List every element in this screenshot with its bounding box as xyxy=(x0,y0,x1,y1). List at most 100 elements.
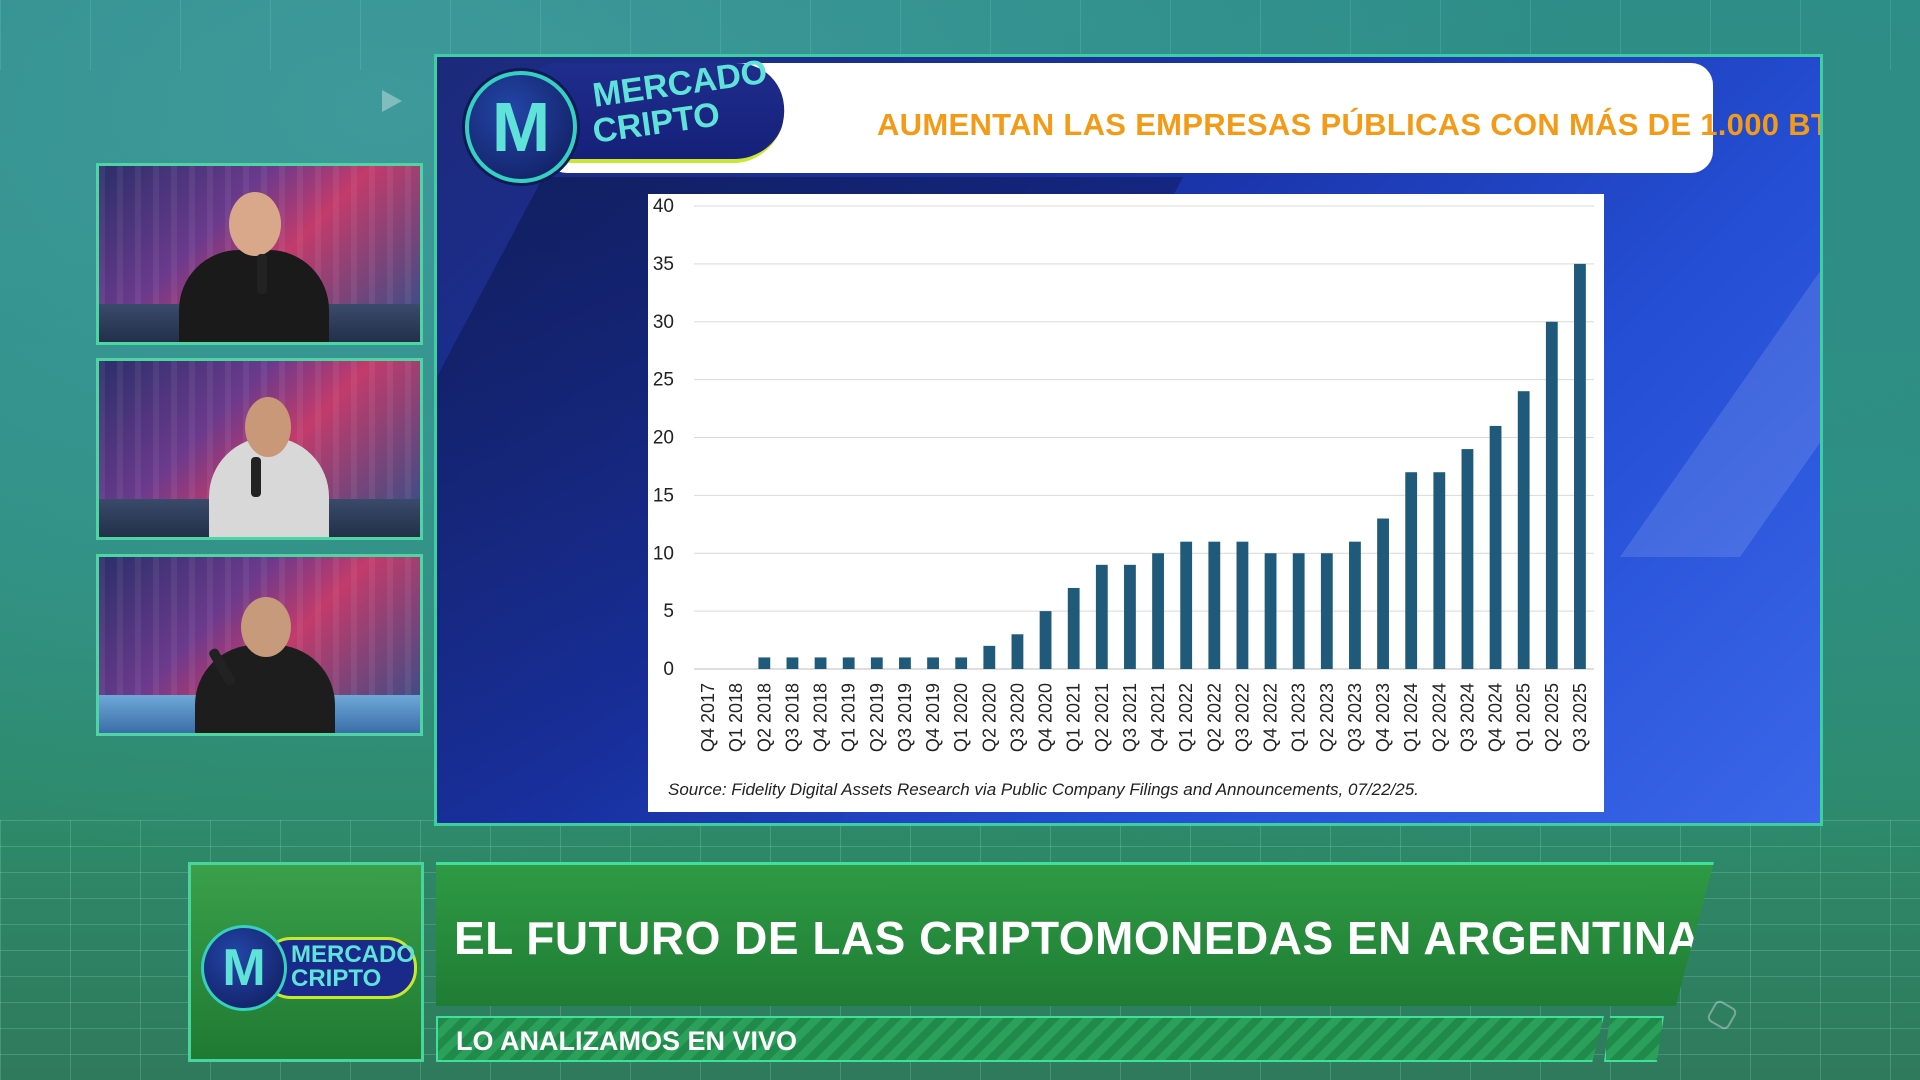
bar xyxy=(1180,541,1193,669)
bar xyxy=(1320,553,1333,669)
x-tick-label: Q1 2024 xyxy=(1401,683,1421,752)
chart-source: Source: Fidelity Digital Assets Research… xyxy=(668,780,1419,799)
subline-text: LO ANALIZAMOS EN VIVO xyxy=(456,1026,798,1056)
bar xyxy=(927,657,939,669)
x-tick-label: Q1 2023 xyxy=(1289,683,1309,752)
bar-chart: 0 5 10 15 20 25 30 35 40 Q4 2017 Q1 2018 Q2 2018 Q3 … xyxy=(648,194,1604,812)
bar xyxy=(758,657,771,669)
headline-bar: EL FUTURO DE LAS CRIPTOMONEDAS EN ARGENT… xyxy=(436,862,1714,1006)
bar xyxy=(1292,553,1305,669)
bar xyxy=(1011,634,1024,669)
x-tick-label: Q4 2022 xyxy=(1261,683,1281,752)
camera-tile-2 xyxy=(96,358,423,540)
x-tick-label: Q4 2019 xyxy=(923,683,943,752)
bar xyxy=(1405,472,1418,669)
host-head xyxy=(241,597,291,657)
x-tick-label: Q2 2021 xyxy=(1092,683,1112,752)
headline-text: EL FUTURO DE LAS CRIPTOMONEDAS EN ARGENT… xyxy=(454,912,1702,964)
x-tick-label: Q2 2023 xyxy=(1317,683,1337,752)
play-icon xyxy=(382,90,402,112)
bar xyxy=(1545,321,1558,669)
bar xyxy=(1574,263,1586,669)
subline-bar-tail xyxy=(1604,1016,1664,1062)
x-tick-label: Q2 2020 xyxy=(979,683,999,752)
bar xyxy=(1152,553,1164,669)
y-tick-label: 15 xyxy=(653,485,674,506)
x-tick-label: Q2 2022 xyxy=(1204,683,1224,752)
bar xyxy=(1124,564,1136,669)
brand-pill xyxy=(261,937,417,999)
x-tick-label: Q1 2022 xyxy=(1176,683,1196,752)
bar xyxy=(1349,541,1361,669)
bar xyxy=(1095,564,1108,669)
slide-title: AUMENTAN LAS EMPRESAS PÚBLICAS CON MÁS D… xyxy=(877,107,1823,142)
y-tick-label: 30 xyxy=(653,312,674,333)
bar xyxy=(870,657,883,669)
camera-tile-1 xyxy=(96,163,423,345)
x-tick-label: Q2 2018 xyxy=(754,683,774,752)
brand-name-line2: CRIPTO xyxy=(291,965,382,992)
y-tick-label: 25 xyxy=(653,370,674,391)
x-tick-label: Q4 2018 xyxy=(811,683,831,752)
bar xyxy=(1236,541,1249,669)
slide-decor-stripe xyxy=(1619,157,1820,557)
bar xyxy=(1377,518,1389,669)
x-tick-label: Q4 2024 xyxy=(1486,683,1506,752)
bar xyxy=(983,645,996,669)
brand-name-line1: MERCADO xyxy=(291,941,415,968)
bar xyxy=(1517,391,1530,669)
bar xyxy=(1461,449,1474,669)
mercado-cripto-brand: M MERCADO CRIPTO xyxy=(465,57,815,187)
x-tick-label: Q1 2019 xyxy=(839,683,859,752)
y-tick-label: 35 xyxy=(653,254,674,275)
host-person xyxy=(179,250,329,342)
bar xyxy=(1067,587,1080,669)
x-tick-label: Q1 2020 xyxy=(951,683,971,752)
x-tick-label: Q3 2025 xyxy=(1570,683,1590,752)
y-tick-label: 5 xyxy=(663,601,674,622)
subline-bar: LO ANALIZAMOS EN VIVO xyxy=(436,1016,1604,1062)
presentation-slide: AUMENTAN LAS EMPRESAS PÚBLICAS CON MÁS D… xyxy=(434,54,1823,826)
mercado-cripto-logo: M xyxy=(465,71,577,183)
x-tick-label: Q3 2022 xyxy=(1232,683,1252,752)
bar xyxy=(1433,472,1446,669)
y-tick-label: 20 xyxy=(653,428,674,449)
x-tick-label: Q1 2025 xyxy=(1514,683,1534,752)
x-tick-label: Q3 2018 xyxy=(782,683,802,752)
bar xyxy=(1039,611,1052,669)
microphone-icon xyxy=(257,254,267,294)
bar xyxy=(1489,425,1502,669)
x-tick-label: Q4 2023 xyxy=(1373,683,1393,752)
microphone-icon xyxy=(251,457,261,497)
x-tick-label: Q3 2021 xyxy=(1120,683,1140,752)
x-tick-label: Q4 2021 xyxy=(1148,683,1168,752)
x-tick-label: Q2 2019 xyxy=(867,683,887,752)
x-tick-label: Q3 2019 xyxy=(895,683,915,752)
host-head xyxy=(229,192,281,256)
y-tick-label: 40 xyxy=(653,196,674,217)
bar xyxy=(955,657,968,669)
chart-svg: 0 5 10 15 20 25 30 35 40 Q4 2017 Q1 2018 Q2 2018 Q3 … xyxy=(653,196,1594,752)
bar xyxy=(1208,541,1221,669)
x-tick-label: Q2 2025 xyxy=(1542,683,1562,752)
x-tick-label: Q4 2020 xyxy=(1036,683,1056,752)
bar xyxy=(842,657,855,669)
mercado-cripto-logo: M xyxy=(201,925,287,1011)
x-tick-label: Q3 2020 xyxy=(1007,683,1027,752)
camera-tile-3 xyxy=(96,554,423,736)
y-tick-label: 10 xyxy=(653,543,674,564)
bar xyxy=(1264,553,1277,669)
x-tick-label: Q3 2024 xyxy=(1457,683,1477,752)
x-tick-label: Q3 2023 xyxy=(1345,683,1365,752)
host-head xyxy=(245,397,291,457)
mercado-cripto-brand: M MERCADO CRIPTO xyxy=(201,923,419,1013)
y-tick-label: 0 xyxy=(663,659,674,680)
x-tick-label: Q2 2024 xyxy=(1429,683,1449,752)
x-tick-label: Q1 2021 xyxy=(1064,683,1084,752)
lower-third-logo-box: M MERCADO CRIPTO xyxy=(188,862,424,1062)
x-tick-label: Q1 2018 xyxy=(726,683,746,752)
bar xyxy=(814,657,827,669)
x-tick-label: Q4 2017 xyxy=(698,683,718,752)
bar xyxy=(786,657,799,669)
bar xyxy=(899,657,911,669)
